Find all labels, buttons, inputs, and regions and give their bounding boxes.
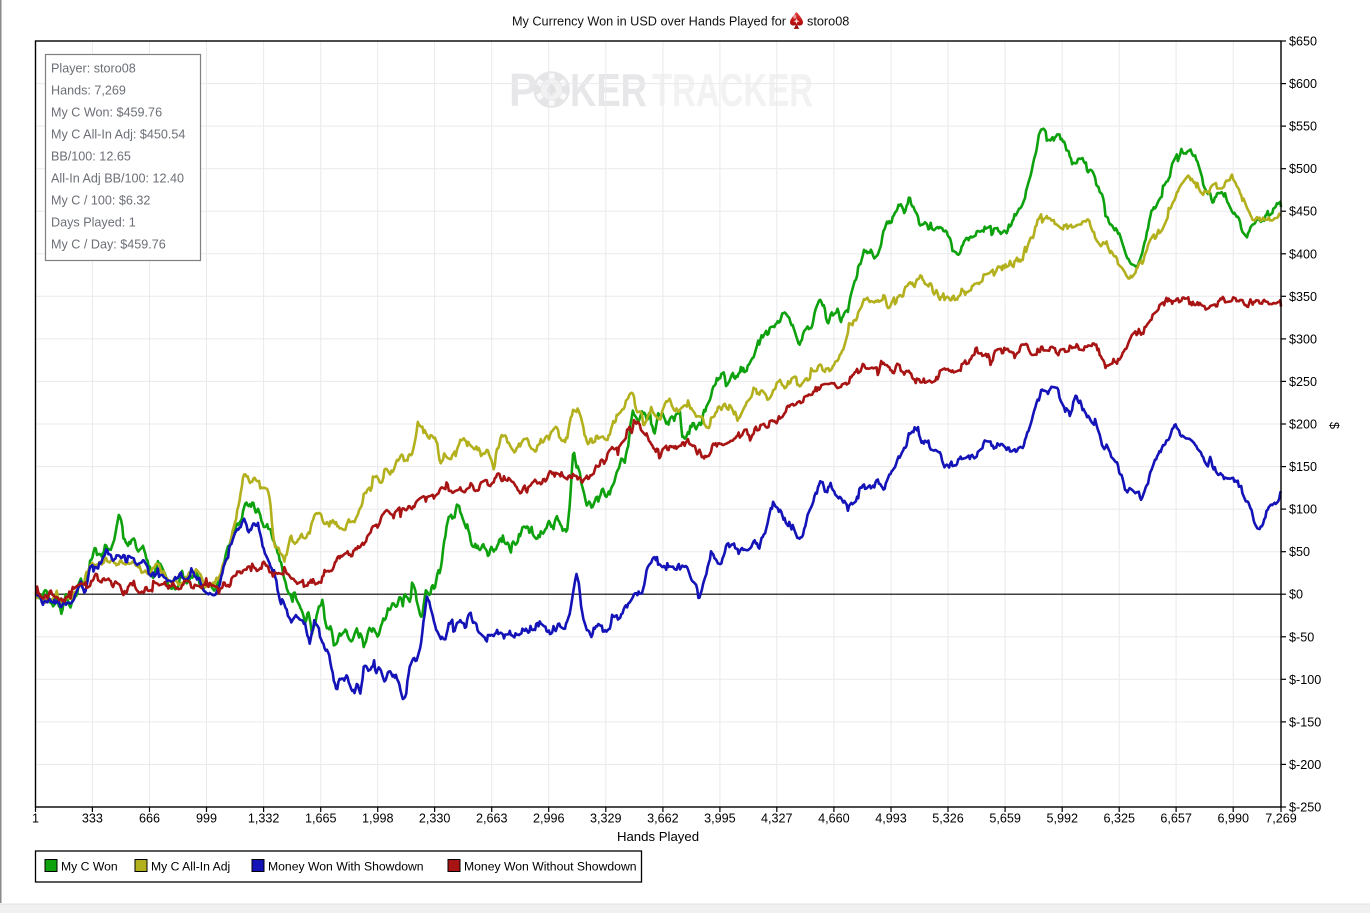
svg-text:333: 333: [82, 812, 103, 826]
svg-text:1,665: 1,665: [305, 812, 337, 826]
svg-text:$350: $350: [1289, 290, 1317, 304]
svg-text:storo08: storo08: [807, 15, 849, 29]
svg-text:Player: storo08: Player: storo08: [51, 62, 136, 76]
svg-text:999: 999: [196, 812, 217, 826]
svg-text:3,662: 3,662: [647, 812, 679, 826]
svg-text:My C / Day: $459.76: My C / Day: $459.76: [51, 238, 166, 252]
svg-text:$250: $250: [1289, 375, 1317, 389]
svg-text:6,990: 6,990: [1217, 812, 1249, 826]
svg-text:My C All-In Adj: My C All-In Adj: [151, 860, 230, 874]
svg-text:My C Won: My C Won: [61, 860, 118, 874]
svg-text:6,325: 6,325: [1103, 812, 1135, 826]
svg-text:My C All-In Adj: $450.54: My C All-In Adj: $450.54: [51, 128, 185, 142]
svg-text:3,995: 3,995: [704, 812, 736, 826]
svg-text:4,327: 4,327: [761, 812, 793, 826]
svg-text:TRACKER: TRACKER: [652, 64, 813, 116]
svg-text:1: 1: [32, 812, 39, 826]
svg-text:My Currency Won in USD over Ha: My Currency Won in USD over Hands Played…: [512, 15, 787, 29]
svg-text:6,657: 6,657: [1160, 812, 1192, 826]
svg-text:2,330: 2,330: [419, 812, 451, 826]
svg-text:1,332: 1,332: [248, 812, 280, 826]
svg-text:5,992: 5,992: [1046, 812, 1078, 826]
svg-text:$-50: $-50: [1289, 630, 1314, 644]
svg-text:$: $: [1327, 422, 1341, 429]
svg-text:BB/100: 12.65: BB/100: 12.65: [51, 150, 131, 164]
svg-text:$300: $300: [1289, 332, 1317, 346]
svg-text:$-200: $-200: [1289, 758, 1321, 772]
svg-text:$550: $550: [1289, 120, 1317, 134]
svg-text:$200: $200: [1289, 418, 1317, 432]
svg-text:$450: $450: [1289, 205, 1317, 219]
svg-text:Hands Played: Hands Played: [617, 829, 699, 844]
svg-text:4,660: 4,660: [818, 812, 850, 826]
svg-text:3,329: 3,329: [590, 812, 622, 826]
svg-text:7,269: 7,269: [1265, 812, 1297, 826]
svg-text:Money Won Without Showdown: Money Won Without Showdown: [464, 860, 637, 874]
svg-text:$-150: $-150: [1289, 715, 1321, 729]
svg-text:2,996: 2,996: [533, 812, 565, 826]
svg-text:1,998: 1,998: [362, 812, 394, 826]
svg-text:My C Won: $459.76: My C Won: $459.76: [51, 106, 162, 120]
svg-text:My C / 100: $6.32: My C / 100: $6.32: [51, 194, 150, 208]
svg-text:4,993: 4,993: [875, 812, 907, 826]
svg-text:2,663: 2,663: [476, 812, 508, 826]
svg-text:$100: $100: [1289, 503, 1317, 517]
svg-text:All-In Adj BB/100: 12.40: All-In Adj BB/100: 12.40: [51, 172, 184, 186]
svg-text:$650: $650: [1289, 35, 1317, 49]
svg-text:$150: $150: [1289, 460, 1317, 474]
svg-text:5,326: 5,326: [932, 812, 964, 826]
svg-text:KER: KER: [570, 64, 647, 116]
svg-text:$-250: $-250: [1289, 801, 1321, 815]
svg-text:Hands: 7,269: Hands: 7,269: [51, 84, 126, 98]
svg-text:$600: $600: [1289, 77, 1317, 91]
svg-text:666: 666: [139, 812, 160, 826]
svg-text:$0: $0: [1289, 588, 1303, 602]
svg-text:$400: $400: [1289, 247, 1317, 261]
svg-text:5,659: 5,659: [989, 812, 1021, 826]
svg-text:Days Played: 1: Days Played: 1: [51, 216, 136, 230]
svg-text:P: P: [509, 64, 537, 116]
svg-text:$500: $500: [1289, 162, 1317, 176]
svg-text:$-100: $-100: [1289, 673, 1321, 687]
svg-text:$50: $50: [1289, 545, 1310, 559]
svg-text:Money Won With Showdown: Money Won With Showdown: [268, 860, 424, 874]
